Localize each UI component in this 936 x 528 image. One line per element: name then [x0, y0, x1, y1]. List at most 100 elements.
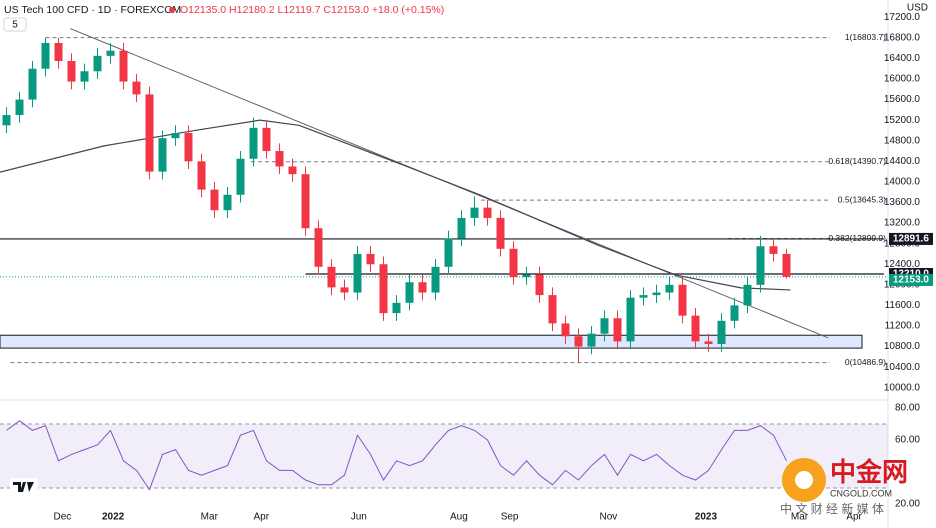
watermark-slogan: 中 文 财 经 新 媒 体 — [780, 501, 884, 516]
candle-body — [379, 264, 388, 314]
x-tick-label: Aug — [450, 512, 468, 523]
candle-body — [301, 174, 310, 229]
candle-body — [769, 246, 778, 254]
candle-body — [314, 228, 323, 267]
y-tick-label: 13200.0 — [884, 218, 921, 229]
candle-body — [600, 318, 609, 334]
support-zone — [0, 334, 863, 349]
currency: USD — [907, 3, 928, 14]
price-label-box — [889, 273, 933, 286]
candle-body — [28, 68, 37, 100]
fib-label: 0.5(13645.3) — [838, 194, 886, 204]
candle-body — [366, 253, 375, 265]
candle-body — [704, 341, 713, 344]
y-tick-label: 11200.0 — [885, 321, 921, 332]
candle-body — [535, 274, 544, 296]
candle-body — [457, 217, 466, 239]
candle-body — [41, 42, 50, 69]
candle-body — [392, 302, 401, 314]
y-tick-label: 17200.0 — [884, 12, 921, 23]
watermark-name: 中金网 — [830, 457, 908, 487]
candle-body — [340, 287, 349, 293]
candle-body — [106, 50, 115, 56]
candle-body — [613, 318, 622, 342]
status-dot — [169, 7, 175, 13]
candle-body — [15, 99, 24, 116]
candle-body — [717, 320, 726, 344]
y-tick-label: 13600.0 — [884, 197, 921, 208]
y-tick-label: 15600.0 — [884, 94, 921, 105]
candle-body — [145, 94, 154, 172]
candle-body — [132, 81, 141, 95]
candle-body — [496, 217, 505, 249]
candle-body — [470, 207, 479, 218]
y-tick-label: 10400.0 — [884, 362, 921, 373]
candle-body — [54, 42, 63, 61]
x-tick-label: Sep — [501, 512, 519, 523]
candle-body — [522, 274, 531, 278]
candle-body — [743, 284, 752, 306]
indicators-toggle[interactable] — [3, 17, 27, 32]
y-tick-label: 14400.0 — [884, 156, 921, 167]
candle-body — [288, 166, 297, 175]
candle-body — [249, 127, 258, 159]
y-tick-label: 16000.0 — [884, 74, 921, 85]
y-tick-label: 10000.0 — [884, 382, 921, 393]
symbol: US Tech 100 CFD · 1D · FOREXCOM — [4, 4, 181, 16]
candle-body — [2, 115, 11, 126]
y-tick-label: 14000.0 — [884, 177, 921, 188]
y-tick-label: 16800.0 — [884, 32, 921, 43]
candle-body — [327, 266, 336, 288]
candle-body — [171, 133, 180, 139]
logo-mark — [13, 482, 34, 492]
watermark: 中金网 CNGOLD.COM 中 文 财 经 新 媒 体 — [780, 457, 908, 516]
fib-label: 0.382(12899.9) — [828, 233, 886, 243]
rsi-tick-label: 20.00 — [895, 499, 920, 510]
candle-body — [730, 305, 739, 321]
x-tick-label: 2023 — [695, 512, 718, 523]
candle-body — [509, 248, 518, 278]
tv-logo — [10, 478, 38, 496]
candle-body — [80, 71, 89, 82]
candle-body — [184, 133, 193, 162]
candle-body — [639, 295, 648, 298]
candle-body — [431, 266, 440, 293]
candle-body — [418, 282, 427, 293]
rsi-line — [6, 420, 787, 491]
x-tick-label: Jun — [351, 512, 367, 523]
candle-body — [197, 161, 206, 190]
x-tick-label: Mar — [791, 512, 809, 523]
y-tick-label: 11600.0 — [885, 300, 921, 311]
fib-label: 0(10486.9) — [845, 357, 886, 367]
candle-body — [626, 297, 635, 342]
price-label: 12891.6 — [893, 234, 930, 245]
y-tick-label: 10800.0 — [884, 341, 921, 352]
candle-body — [210, 189, 219, 211]
rsi-tick-label: 60.00 — [895, 435, 920, 446]
rsi-tick-label: 80.00 — [895, 403, 920, 414]
candle-body — [548, 295, 557, 324]
x-tick-label: Apr — [846, 512, 862, 523]
y-tick-label: 15200.0 — [884, 115, 921, 126]
x-tick-label: Mar — [201, 512, 219, 523]
candle-body — [67, 60, 76, 82]
watermark-logo-inner — [795, 471, 813, 489]
rsi-band — [0, 424, 888, 488]
y-tick-label: 12400.0 — [884, 259, 921, 270]
x-tick-label: 2022 — [102, 512, 125, 523]
candle-body — [275, 151, 284, 167]
candle-body — [353, 253, 362, 293]
fib-label: 1(16803.7) — [845, 32, 886, 42]
candle-body — [587, 333, 596, 347]
candle-body — [665, 284, 674, 293]
candle-body — [93, 55, 102, 72]
candle-body — [652, 292, 661, 296]
candle-body — [678, 284, 687, 316]
header-bg — [2, 3, 442, 17]
y-tick-label: 16400.0 — [884, 53, 921, 64]
indicators-count[interactable]: 5 — [12, 20, 18, 31]
candle-body — [223, 194, 232, 211]
candle-body — [119, 50, 128, 82]
